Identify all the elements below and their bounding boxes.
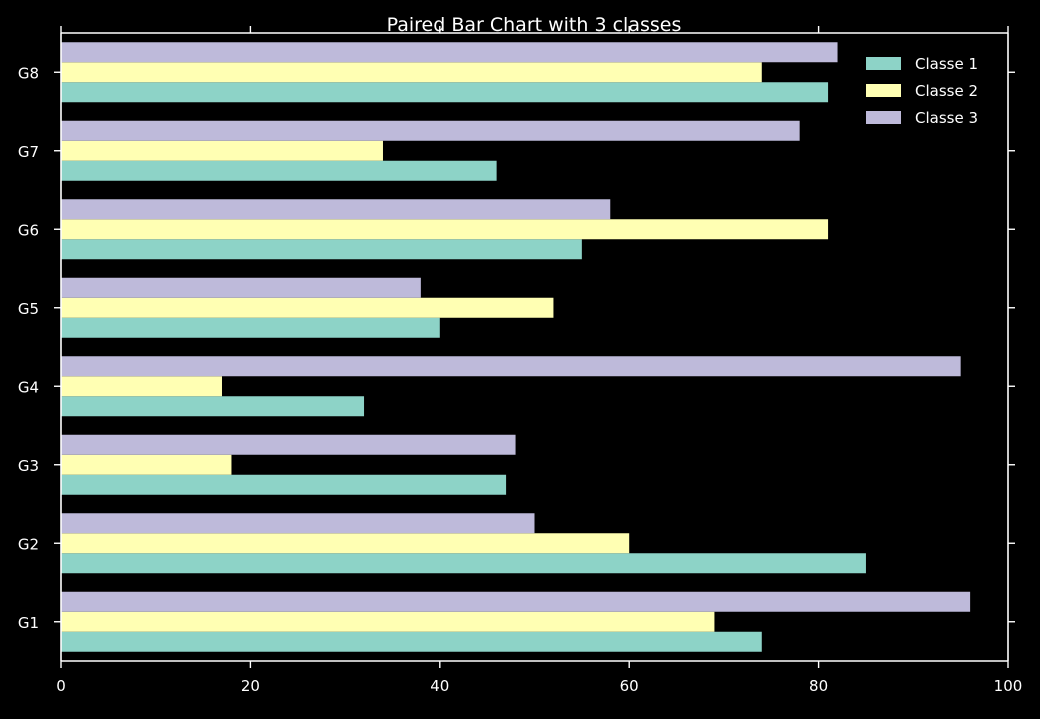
bar-classe-3-g5 [61,277,421,298]
bar-classe-1-g3 [61,474,507,495]
bar-classe-3-g4 [61,356,961,377]
axes-layer: 0 20 40 60 80 100 G1 G2 G3 G4 G5 G6 G7 G8 [18,26,1022,695]
bar-classe-3-g6 [61,199,611,220]
bar-classe-1-g1 [61,631,762,652]
bar-classe-1-g6 [61,239,582,260]
y-tick-label-g4: G4 [18,378,39,396]
bar-classe-3-g3 [61,434,516,455]
bar-classe-2-g8 [61,62,762,83]
bar-classe-2-g5 [61,297,554,318]
x-tick-label-60: 60 [620,677,639,695]
y-tick-label-g5: G5 [18,300,39,318]
legend-swatch-classe-2 [866,84,901,97]
bar-classe-2-g4 [61,376,222,397]
x-tick-label-20: 20 [241,677,260,695]
bar-classe-2-g3 [61,454,232,475]
bar-classe-3-g2 [61,513,535,534]
bar-classe-1-g4 [61,396,365,417]
bar-classe-2-g7 [61,140,383,161]
y-tick-label-g7: G7 [18,143,39,161]
bar-classe-1-g2 [61,553,866,574]
bar-classe-3-g8 [61,42,838,63]
y-tick-label-g3: G3 [18,457,39,475]
legend-label-classe-1: Classe 1 [915,55,978,73]
y-tick-label-g8: G8 [18,64,39,82]
bar-classe-1-g5 [61,317,440,338]
x-tick-label-40: 40 [430,677,449,695]
bar-classe-2-g2 [61,533,630,554]
bar-classe-2-g6 [61,219,829,240]
legend-swatch-classe-1 [866,57,901,70]
legend-swatch-classe-3 [866,111,901,124]
y-tick-label-g6: G6 [18,221,39,239]
x-tick-label-0: 0 [56,677,66,695]
y-tick-label-g2: G2 [18,535,39,553]
y-tick-label-g1: G1 [18,614,39,632]
bar-classe-3-g1 [61,591,971,612]
x-tick-label-80: 80 [809,677,828,695]
legend: Classe 1 Classe 2 Classe 3 [866,55,978,127]
bar-classe-1-g8 [61,82,829,103]
chart-title: Paired Bar Chart with 3 classes [387,14,682,36]
legend-label-classe-3: Classe 3 [915,109,978,127]
bar-classe-1-g7 [61,160,497,181]
bar-classe-3-g7 [61,120,800,141]
legend-label-classe-2: Classe 2 [915,82,978,100]
bar-classe-2-g1 [61,611,715,632]
bars-layer [61,42,971,652]
x-tick-label-100: 100 [994,677,1023,695]
